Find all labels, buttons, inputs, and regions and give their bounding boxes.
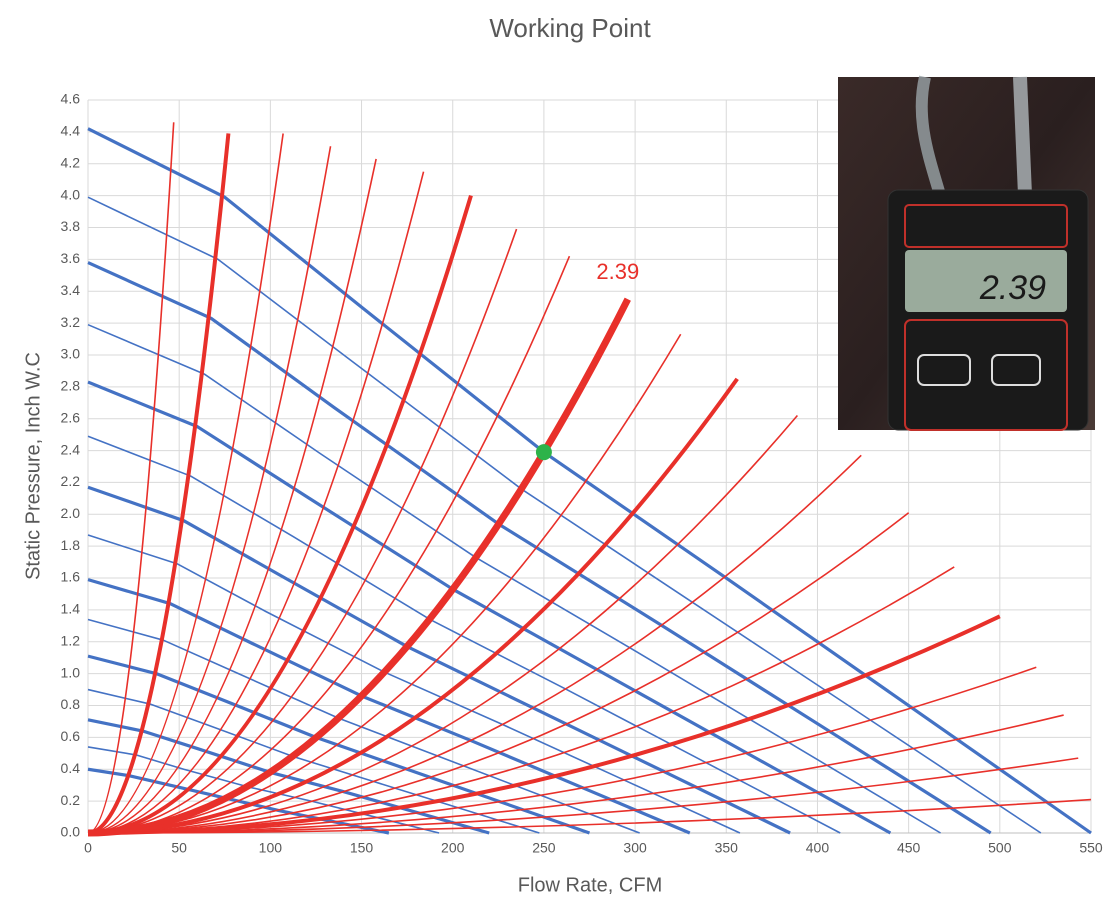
y-tick-label: 1.0	[61, 664, 81, 680]
x-tick-label: 250	[532, 840, 556, 856]
photo-tube	[1020, 77, 1025, 195]
x-axis-label: Flow Rate, CFM	[518, 874, 662, 896]
y-tick-label: 0.8	[61, 696, 81, 712]
chart-title: Working Point	[489, 13, 651, 43]
working-point	[536, 444, 552, 460]
y-tick-label: 4.6	[61, 91, 81, 107]
x-tick-label: 400	[806, 840, 830, 856]
x-tick-label: 500	[988, 840, 1012, 856]
y-tick-label: 3.8	[61, 218, 81, 234]
y-tick-label: 0.0	[61, 824, 81, 840]
meter-photo: 2.39	[838, 77, 1095, 430]
y-tick-label: 4.4	[61, 123, 81, 139]
x-tick-label: 50	[171, 840, 187, 856]
y-tick-label: 1.4	[61, 601, 81, 617]
x-tick-label: 100	[259, 840, 283, 856]
y-tick-label: 2.8	[61, 378, 81, 394]
meter-reading: 2.39	[979, 269, 1046, 307]
y-tick-label: 0.2	[61, 792, 81, 808]
y-tick-label: 1.8	[61, 537, 81, 553]
x-tick-label: 0	[84, 840, 92, 856]
x-tick-label: 350	[715, 840, 739, 856]
y-tick-label: 4.2	[61, 154, 81, 170]
y-tick-label: 3.2	[61, 314, 81, 330]
y-tick-label: 3.4	[61, 282, 81, 298]
x-tick-label: 200	[441, 840, 465, 856]
y-tick-label: 4.0	[61, 186, 81, 202]
y-tick-label: 1.6	[61, 569, 81, 585]
y-tick-label: 2.0	[61, 505, 81, 521]
y-tick-label: 3.0	[61, 346, 81, 362]
x-tick-label: 150	[350, 840, 374, 856]
y-axis-label: Static Pressure, Inch W.C	[22, 352, 44, 580]
y-tick-label: 2.2	[61, 473, 81, 489]
y-tick-label: 0.6	[61, 728, 81, 744]
y-tick-label: 2.6	[61, 409, 81, 425]
working-point-label: 2.39	[596, 259, 639, 284]
y-tick-label: 1.2	[61, 632, 81, 648]
x-tick-label: 450	[897, 840, 921, 856]
x-tick-label: 550	[1079, 840, 1103, 856]
y-tick-label: 3.6	[61, 250, 81, 266]
chart: Working Point Flow Rate, CFM Static Pres…	[0, 0, 1108, 907]
y-tick-label: 0.4	[61, 760, 81, 776]
y-tick-label: 2.4	[61, 441, 81, 457]
x-tick-label: 300	[623, 840, 647, 856]
